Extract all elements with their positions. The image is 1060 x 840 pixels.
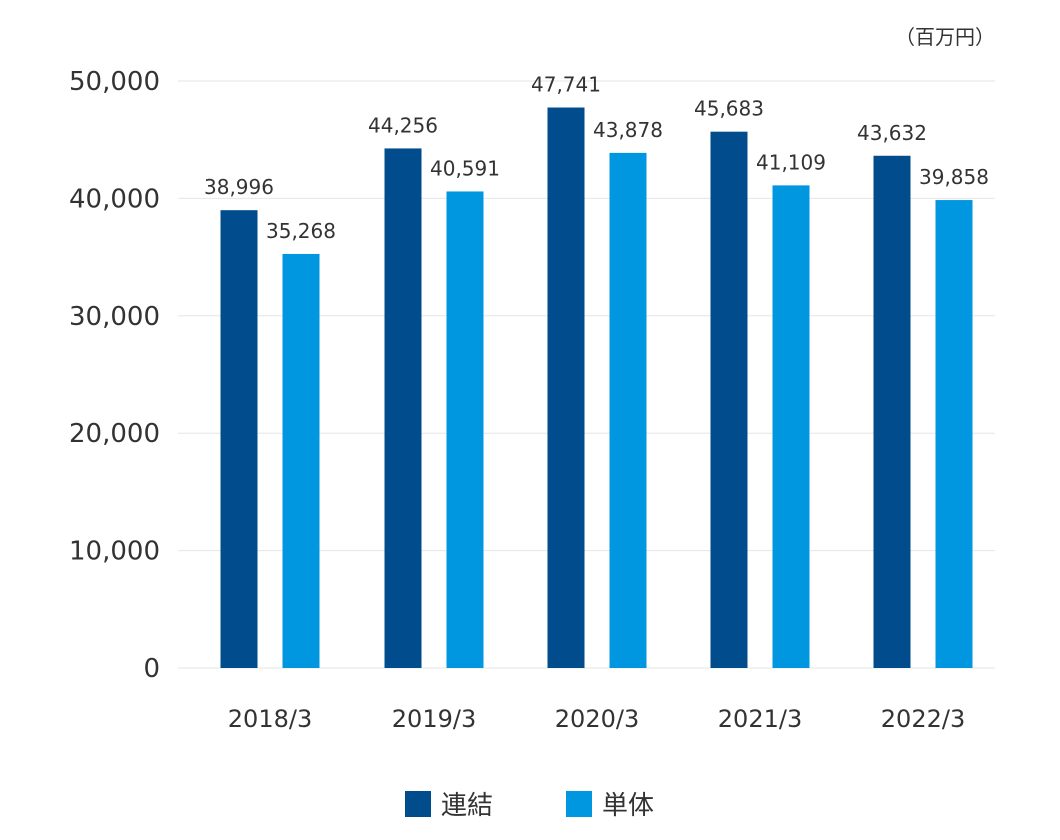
x-axis-ticks: 2018/3 2019/3 2020/3 2021/3 2022/3 (228, 705, 965, 733)
data-label: 41,109 (756, 150, 826, 174)
bars (220, 107, 973, 669)
data-label: 43,878 (593, 118, 663, 142)
data-label: 43,632 (857, 121, 927, 145)
bar (609, 152, 647, 668)
data-label: 47,741 (531, 73, 601, 97)
x-tick-label: 2018/3 (228, 705, 312, 733)
x-tick-label: 2022/3 (881, 705, 965, 733)
data-label: 35,268 (266, 219, 336, 243)
bar (547, 107, 585, 669)
bar (384, 148, 422, 668)
legend-label: 単体 (602, 791, 654, 821)
data-label: 44,256 (368, 113, 438, 137)
data-label: 45,683 (694, 97, 764, 121)
y-tick-label: 10,000 (69, 537, 160, 567)
y-tick-label: 50,000 (69, 67, 160, 97)
data-labels: 38,996 35,268 44,256 40,591 47,741 43,878 45,6… (204, 73, 989, 243)
legend: 連結 単体 (405, 791, 654, 821)
y-tick-label: 0 (143, 654, 160, 684)
y-tick-label: 40,000 (69, 184, 160, 214)
bar (282, 253, 320, 668)
bar (772, 185, 810, 668)
bar (220, 210, 258, 669)
x-tick-label: 2020/3 (555, 705, 639, 733)
bar (710, 131, 748, 668)
data-label: 38,996 (204, 175, 274, 199)
legend-swatch (405, 791, 431, 817)
bar (935, 200, 973, 668)
x-tick-label: 2021/3 (718, 705, 802, 733)
bar (446, 191, 484, 668)
y-tick-label: 30,000 (69, 302, 160, 332)
bar (873, 155, 911, 668)
y-tick-label: 20,000 (69, 419, 160, 449)
legend-label: 連結 (441, 791, 493, 821)
data-label: 40,591 (430, 156, 500, 180)
unit-label: （百万円） (895, 25, 995, 49)
x-tick-label: 2019/3 (392, 705, 476, 733)
data-label: 39,858 (919, 165, 989, 189)
y-axis-ticks: 0 10,000 20,000 30,000 40,000 50,000 (69, 67, 160, 684)
legend-swatch (566, 791, 592, 817)
